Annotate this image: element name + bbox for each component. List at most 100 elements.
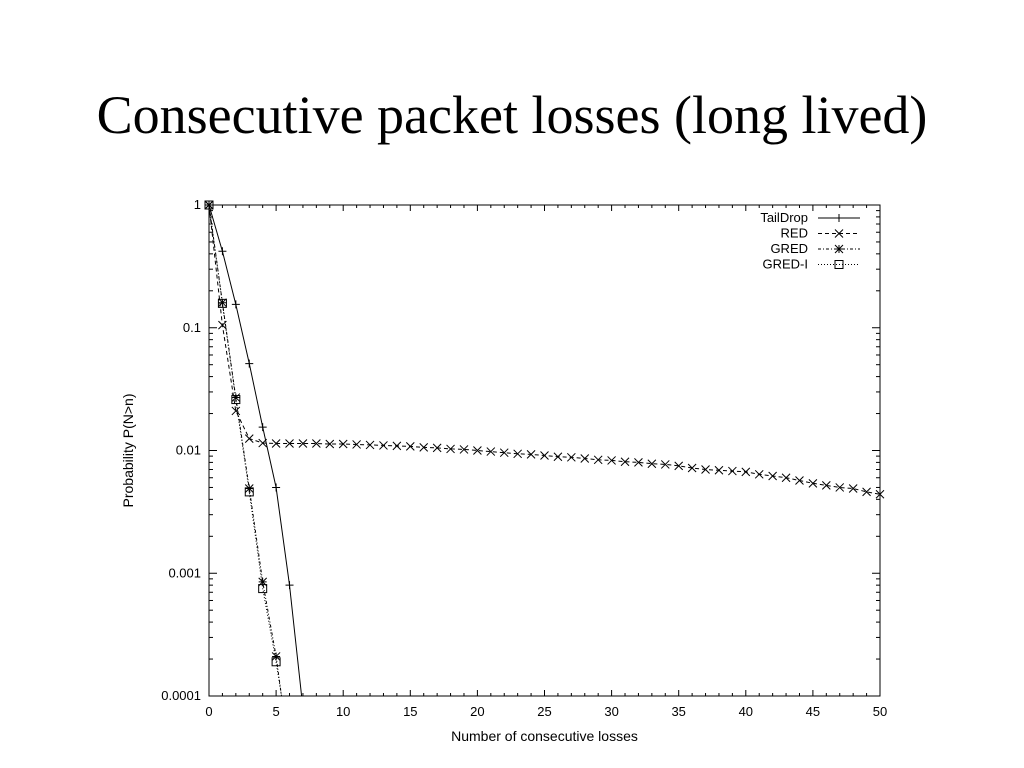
data-point [244,484,254,493]
y-tick-label: 0.0001 [161,688,201,703]
data-point [620,457,630,467]
x-tick-label: 15 [403,704,417,719]
x-tick-label: 10 [336,704,350,719]
legend-marker [835,214,843,222]
data-point [674,461,684,471]
data-point [848,484,858,493]
data-point [486,447,496,456]
data-point [271,439,281,448]
data-point [405,442,415,451]
x-axis-label: Number of consecutive losses [451,728,638,744]
data-point [231,395,241,405]
data-point [258,577,268,587]
data-point [352,440,361,449]
data-point [741,467,751,477]
series-taildrop [205,201,303,696]
data-point [419,443,429,452]
data-point [298,439,308,448]
data-point [647,459,657,469]
y-tick-label: 0.001 [168,565,201,580]
series-red [204,200,885,499]
data-point [365,440,375,450]
data-point [580,454,590,463]
data-point [285,581,294,590]
legend-label: RED [781,226,808,241]
data-point [566,452,576,462]
data-point [540,451,549,460]
x-tick-label: 25 [537,704,551,719]
data-point [526,450,536,459]
legend-label: TailDrop [760,210,808,225]
legend-label: GRED-I [763,257,809,272]
data-point [258,584,268,594]
data-point [218,298,227,308]
legend-marker [834,229,844,238]
data-point [244,434,254,443]
series-gred [204,200,282,696]
data-point [473,446,482,455]
data-point [392,441,402,451]
data-point [781,473,791,483]
data-point [245,359,254,368]
series-gred-i [204,200,282,696]
data-point [258,438,268,448]
data-point [271,652,281,661]
y-tick-label: 0.1 [183,320,201,335]
data-point [701,465,710,474]
y-tick-label: 0.01 [176,443,201,458]
data-point [553,452,563,462]
slide-title: Consecutive packet losses (long lived) [96,85,928,145]
data-point [634,458,643,467]
legend-marker [834,244,844,254]
data-point [204,200,214,210]
data-point [338,439,348,449]
data-point [513,449,523,459]
data-point [795,476,804,485]
data-point [875,489,885,499]
data-point [312,439,321,448]
data-point [862,487,871,497]
y-axis-label: Probability P(N>n) [120,394,136,508]
x-tick-label: 5 [272,704,279,719]
x-tick-label: 40 [739,704,753,719]
legend-label: GRED [770,241,808,256]
data-point [285,439,294,448]
series-line [208,204,303,696]
data-point [271,657,281,667]
data-point [808,478,818,488]
series-layer [204,200,885,696]
data-point [218,320,227,330]
data-point [446,444,455,454]
data-point [714,465,724,475]
data-point [217,298,227,308]
x-tick-label: 20 [470,704,484,719]
legend-marker [834,260,844,269]
data-point [687,463,697,473]
x-tick-label: 50 [873,704,887,719]
data-point [593,455,603,465]
data-point [835,483,845,492]
x-tick-label: 0 [205,704,212,719]
x-tick-label: 30 [604,704,618,719]
data-point [272,483,281,492]
plot-frame [208,204,881,697]
data-point [231,300,240,309]
data-point [379,441,388,450]
data-point [325,439,335,449]
data-point [660,460,670,469]
data-point [459,445,469,454]
axis-ticks: 0 5 10 15 20 25 30 35 40 45 50 0.0001 0.001 0.01 0.1 1 [161,197,887,719]
x-tick-label: 45 [806,704,820,719]
data-point [218,247,227,256]
data-point [768,471,777,481]
data-point [231,393,241,402]
data-point [754,469,764,479]
data-point [728,466,737,476]
series-line [208,204,282,696]
data-point [499,448,509,458]
data-point [432,443,442,453]
y-tick-label: 1 [194,197,201,212]
data-point [607,456,616,465]
